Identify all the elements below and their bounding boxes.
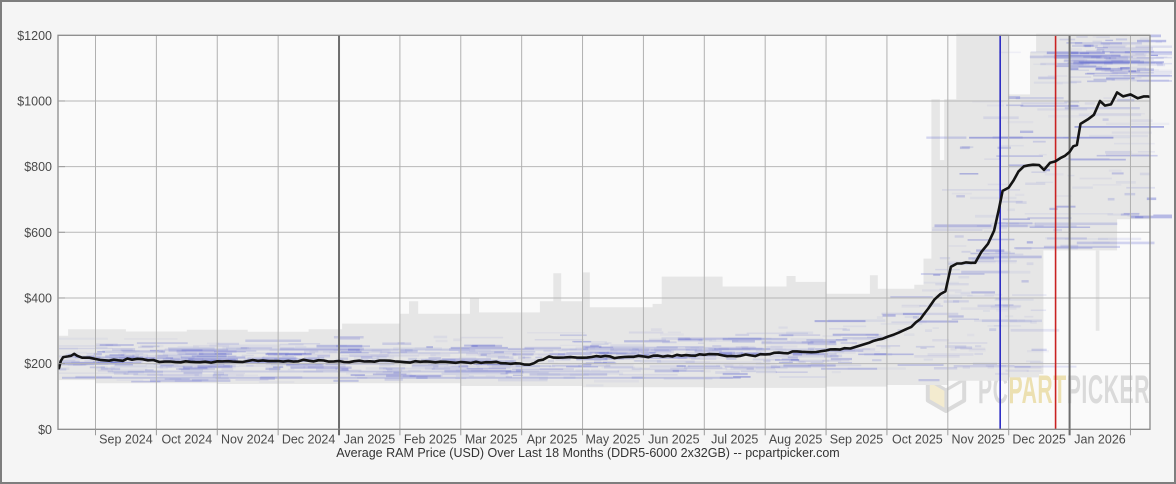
- y-axis-label: $400: [24, 291, 52, 305]
- watermark-cube-face: [927, 379, 946, 411]
- range-band-area: [59, 33, 1150, 388]
- x-axis-label: Jan 2025: [344, 433, 395, 447]
- range-band-spur: [1095, 250, 1100, 331]
- y-axis-label: $600: [24, 226, 52, 240]
- x-axis-label: Oct 2024: [161, 433, 212, 447]
- x-axis-label: May 2025: [586, 433, 641, 447]
- price-range-band: [59, 33, 1150, 388]
- x-axis-label: Nov 2024: [221, 433, 275, 447]
- x-axis-label: Dec 2024: [282, 433, 336, 447]
- chart-title: Average RAM Price (USD) Over Last 18 Mon…: [336, 446, 840, 460]
- y-axis-label: $1000: [17, 94, 52, 108]
- x-axis-label: Apr 2025: [527, 433, 578, 447]
- listing-marks: [59, 34, 1172, 387]
- x-axis-label: Sep 2025: [830, 433, 884, 447]
- x-axis-label: Oct 2025: [892, 433, 943, 447]
- x-axis-label: Jun 2025: [648, 433, 699, 447]
- y-axis-label: $1200: [17, 29, 52, 43]
- watermark-picker: PICKER: [1067, 367, 1150, 412]
- x-axis-label: Jan 2026: [1074, 433, 1125, 447]
- y-axis-label: $200: [24, 357, 52, 371]
- y-axis-label: $0: [38, 423, 52, 437]
- x-axis-label: Sep 2024: [99, 433, 153, 447]
- average-price-trend-line: [58, 91, 1150, 370]
- x-axis-label: Dec 2025: [1012, 433, 1066, 447]
- x-axis-label: Mar 2025: [465, 433, 518, 447]
- x-axis-label: Nov 2025: [952, 433, 1006, 447]
- x-axis-label: Feb 2025: [404, 433, 457, 447]
- x-axis-label: Jul 2025: [711, 433, 758, 447]
- x-axis-label: Aug 2025: [769, 433, 823, 447]
- y-axis-label: $800: [24, 160, 52, 174]
